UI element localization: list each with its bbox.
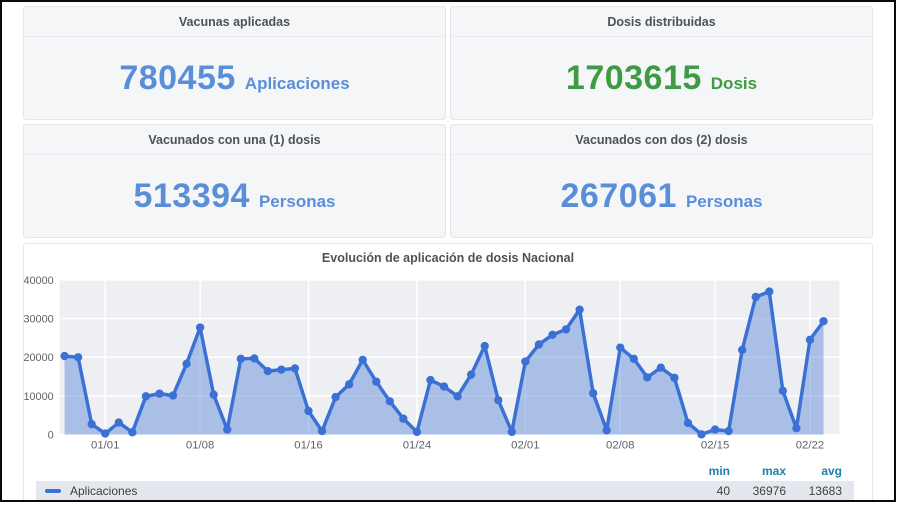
avg-column-header: avg — [821, 464, 842, 479]
series-min-value: 40 — [716, 484, 730, 499]
stat-unit: Aplicaciones — [244, 74, 350, 93]
stat-unit: Personas — [685, 192, 763, 211]
svg-text:10000: 10000 — [24, 391, 54, 403]
series-stats-header: min max avg — [24, 462, 872, 480]
stat-value: 780455 — [119, 58, 236, 97]
svg-text:01/08: 01/08 — [186, 439, 214, 451]
svg-text:30000: 30000 — [24, 314, 54, 326]
panel-title: Vacunas aplicadas — [24, 7, 445, 37]
legend-label: Aplicaciones — [70, 484, 138, 499]
svg-text:0: 0 — [48, 430, 54, 442]
panel-title: Vacunados con dos (2) dosis — [451, 125, 872, 155]
evolution-panel: Evolución de aplicación de dosis Naciona… — [23, 243, 873, 500]
max-column-header: max — [761, 464, 786, 479]
svg-text:02/15: 02/15 — [701, 439, 729, 451]
svg-text:01/24: 01/24 — [403, 439, 431, 451]
legend-row: Aplicaciones 40 36976 13683 — [36, 481, 854, 500]
svg-text:40000: 40000 — [24, 275, 54, 287]
min-column-header: min — [708, 464, 730, 479]
stat-unit: Personas — [258, 192, 336, 211]
svg-text:20000: 20000 — [24, 352, 54, 364]
series-avg-value: 13683 — [808, 484, 842, 499]
stat-value: 267061 — [560, 176, 677, 215]
panel-title: Dosis distribuidas — [451, 7, 872, 37]
evolution-chart[interactable]: 0 10000 20000 30000 40000 01/01 01/08 01/16 01/2… — [24, 268, 872, 462]
svg-text:02/01: 02/01 — [511, 439, 539, 451]
legend-item-aplicaciones[interactable]: Aplicaciones — [45, 484, 674, 498]
chart-title: Evolución de aplicación de dosis Naciona… — [321, 251, 575, 265]
stat-value: 1703615 — [565, 58, 702, 97]
series-max-value: 36976 — [752, 484, 786, 499]
svg-text:01/16: 01/16 — [294, 439, 322, 451]
stat-card-vacunas-aplicadas: Vacunas aplicadas 780455 Aplicaciones — [23, 6, 446, 120]
series-line-icon — [45, 489, 61, 494]
svg-text:02/08: 02/08 — [606, 439, 634, 451]
svg-text:01/01: 01/01 — [91, 439, 119, 451]
stat-unit: Dosis — [710, 74, 758, 93]
stat-panels: Vacunas aplicadas 780455 Aplicaciones Do… — [23, 6, 873, 238]
stat-card-dos-dosis: Vacunados con dos (2) dosis 267061 Perso… — [450, 124, 873, 238]
panel-title: Vacunados con una (1) dosis — [24, 125, 445, 155]
stat-card-una-dosis: Vacunados con una (1) dosis 513394 Perso… — [23, 124, 446, 238]
stat-card-dosis-distribuidas: Dosis distribuidas 1703615 Dosis — [450, 6, 873, 120]
svg-text:02/22: 02/22 — [796, 439, 824, 451]
stat-value: 513394 — [133, 176, 250, 215]
